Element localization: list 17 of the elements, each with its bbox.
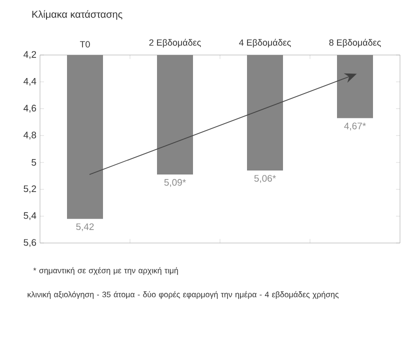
x-tick-label: 8 Εβδομάδες bbox=[329, 38, 381, 48]
y-tick-label: 5,2 bbox=[24, 185, 36, 194]
y-tick-label: 4,6 bbox=[24, 104, 36, 113]
y-tick-label: 5,6 bbox=[24, 239, 36, 247]
y-axis-title: Κλίμακα κατάστασης bbox=[32, 10, 122, 20]
y-tick-label: 5 bbox=[32, 159, 36, 166]
x-tick-label: 4 Εβδομάδες bbox=[239, 38, 291, 48]
x-tick-label: T0 bbox=[80, 41, 90, 48]
x-tick-label: 2 Εβδομάδες bbox=[149, 38, 201, 48]
y-tick-label: 5,4 bbox=[24, 212, 36, 220]
data-label: 4,67* bbox=[344, 122, 366, 130]
y-tick-label: 4,4 bbox=[24, 78, 36, 86]
data-label: 5,06* bbox=[254, 175, 276, 183]
data-label: 5,42 bbox=[76, 223, 94, 232]
y-tick-label: 4,2 bbox=[24, 51, 36, 59]
y-tick-label: 4,8 bbox=[24, 132, 36, 140]
data-label: 5,09* bbox=[164, 179, 186, 187]
